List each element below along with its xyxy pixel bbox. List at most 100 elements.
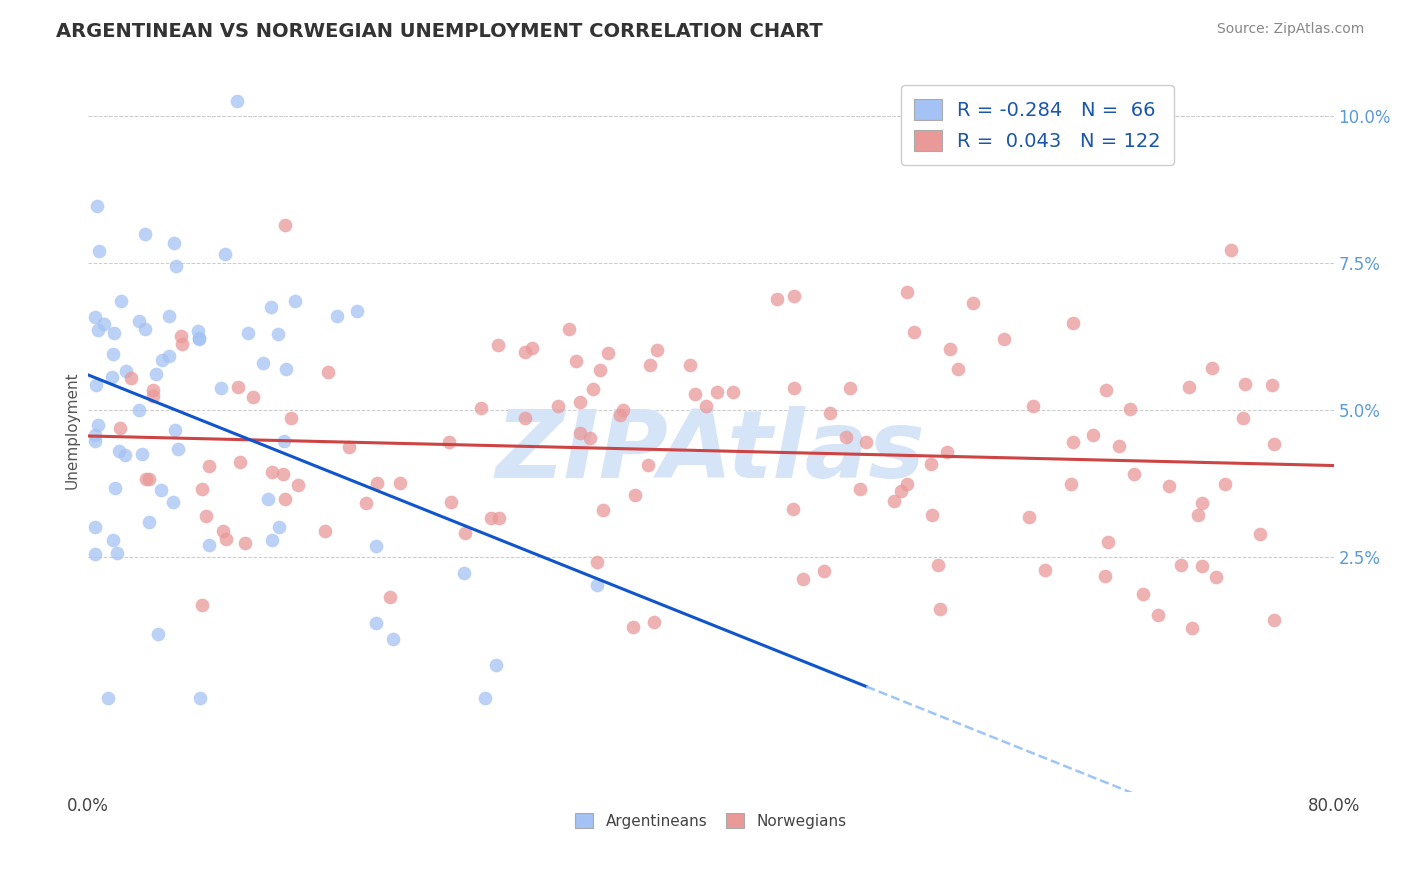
Point [149,483,172,497]
Point [835,430,858,444]
Point [1094,568,1116,582]
Point [209,381,232,395]
Point [1022,399,1045,413]
Text: ZIPAtlas: ZIPAtlas [496,406,925,498]
Point [903,325,925,339]
Point [86,378,108,392]
Point [120,371,142,385]
Point [364,615,387,630]
Point [586,556,609,570]
Point [190,690,212,705]
Point [706,384,728,399]
Point [1213,477,1236,491]
Point [1081,428,1104,442]
Point [896,285,918,300]
Point [262,533,284,548]
Point [86,199,108,213]
Point [274,491,297,506]
Point [150,353,173,368]
Point [695,399,717,413]
Point [513,344,536,359]
Point [101,369,124,384]
Point [103,326,125,340]
Point [486,338,509,352]
Point [271,467,294,481]
Point [929,602,952,616]
Point [105,546,128,560]
Point [170,337,193,351]
Point [131,447,153,461]
Point [1220,244,1243,258]
Point [236,326,259,341]
Point [273,434,295,448]
Point [259,300,281,314]
Point [226,94,249,108]
Point [191,598,214,612]
Point [165,423,187,437]
Point [920,457,942,471]
Point [437,435,460,450]
Point [1178,379,1201,393]
Point [226,379,249,393]
Point [645,343,668,358]
Point [1147,607,1170,622]
Point [215,532,238,546]
Point [582,382,605,396]
Point [242,390,264,404]
Point [138,472,160,486]
Point [87,244,110,259]
Point [157,310,180,324]
Point [381,632,404,646]
Point [165,260,187,274]
Point [558,322,581,336]
Point [115,364,138,378]
Point [233,536,256,550]
Point [167,442,190,456]
Point [84,310,107,325]
Point [267,327,290,342]
Point [838,381,860,395]
Point [921,508,943,522]
Point [1095,384,1118,398]
Point [1118,401,1140,416]
Point [592,502,614,516]
Point [214,247,236,261]
Point [1232,410,1254,425]
Point [1033,563,1056,577]
Point [287,478,309,492]
Point [588,363,610,377]
Point [188,332,211,346]
Point [685,387,707,401]
Point [783,289,806,303]
Point [146,627,169,641]
Point [1205,570,1227,584]
Point [782,381,804,395]
Point [936,445,959,459]
Point [962,296,984,310]
Point [474,690,496,705]
Point [547,399,569,413]
Point [274,362,297,376]
Point [93,317,115,331]
Point [84,434,107,449]
Point [1018,510,1040,524]
Point [198,538,221,552]
Point [366,476,388,491]
Point [84,547,107,561]
Point [108,421,131,435]
Point [1191,496,1213,510]
Point [792,572,814,586]
Point [623,488,645,502]
Point [598,345,620,359]
Point [890,484,912,499]
Point [1108,439,1130,453]
Point [108,444,131,458]
Point [198,458,221,473]
Point [269,520,291,534]
Point [896,476,918,491]
Point [229,455,252,469]
Point [1062,316,1084,330]
Point [103,533,125,548]
Point [128,403,150,417]
Point [488,511,510,525]
